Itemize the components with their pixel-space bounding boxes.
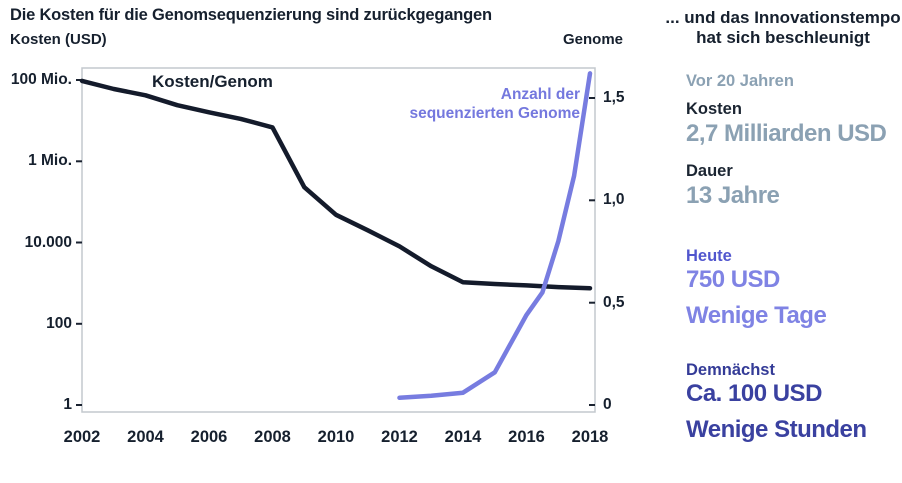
chart-title: Die Kosten für die Genomsequenzierung si…: [10, 6, 492, 24]
sidebar-heading-line2: hat sich beschleunigt: [696, 28, 870, 47]
x-tick-label: 2012: [381, 428, 418, 446]
cost-per-genome-line: [79, 78, 593, 291]
series-label-genome-line2: sequenzierten Genome: [409, 105, 580, 122]
fact-label-kosten: Kosten: [686, 100, 742, 118]
left-tick-label: 100: [46, 315, 72, 332]
x-tick-label: 2014: [444, 428, 482, 446]
left-axis-ticks: [76, 79, 82, 406]
x-tick-label: 2010: [317, 428, 355, 446]
right-tick-label: 1,0: [603, 191, 625, 208]
fact-value-cost-past: 2,7 Milliarden USD: [686, 120, 887, 147]
fact-value-duration-future: Wenige Stunden: [686, 416, 867, 443]
sidebar-heading-line1: ... und das Innovationstempo: [665, 8, 901, 27]
x-tick-label: 2004: [127, 428, 164, 446]
fact-value-cost-today: 750 USD: [686, 266, 780, 293]
plot-frame: [81, 67, 596, 413]
left-tick-label: 1: [63, 396, 72, 413]
right-tick-label: 0,5: [603, 294, 625, 311]
fact-value-cost-future: Ca. 100 USD: [686, 380, 822, 407]
left-tick-label: 10.000: [24, 234, 72, 251]
x-tick-label: 2008: [254, 428, 291, 446]
fact-value-duration-today: Wenige Tage: [686, 302, 827, 329]
left-axis-title: Kosten (USD): [10, 31, 107, 48]
x-tick-label: 2016: [508, 428, 545, 446]
x-tick-label: 2002: [63, 428, 101, 446]
x-tick-label: 2018: [571, 428, 609, 446]
sidebar-heading: ... und das Innovationstempo hat sich be…: [664, 8, 902, 48]
sequenced-genomes-line: [397, 71, 593, 401]
right-axis-title: Genome: [563, 31, 624, 48]
section-label-demnaechst: Demnächst: [686, 361, 775, 379]
series-label-genome: Anzahl der sequenzierten Genome: [378, 85, 580, 123]
left-tick-label: 100 Mio.: [10, 71, 72, 88]
series-label-kosten: Kosten/Genom: [152, 72, 273, 91]
fact-value-duration-past: 13 Jahre: [686, 182, 780, 209]
series-label-genome-line1: Anzahl der: [500, 86, 580, 103]
section-label-heute: Heute: [686, 247, 732, 265]
right-tick-label: 0: [603, 396, 612, 413]
section-label-vor-20-jahren: Vor 20 Jahren: [686, 72, 794, 90]
right-axis-ticks: [589, 97, 595, 406]
x-tick-label: 2006: [190, 428, 228, 446]
fact-label-dauer: Dauer: [686, 162, 733, 180]
right-tick-label: 1,5: [603, 89, 625, 106]
left-tick-label: 1 Mio.: [28, 152, 72, 169]
genome-cost-chart: [76, 67, 596, 413]
